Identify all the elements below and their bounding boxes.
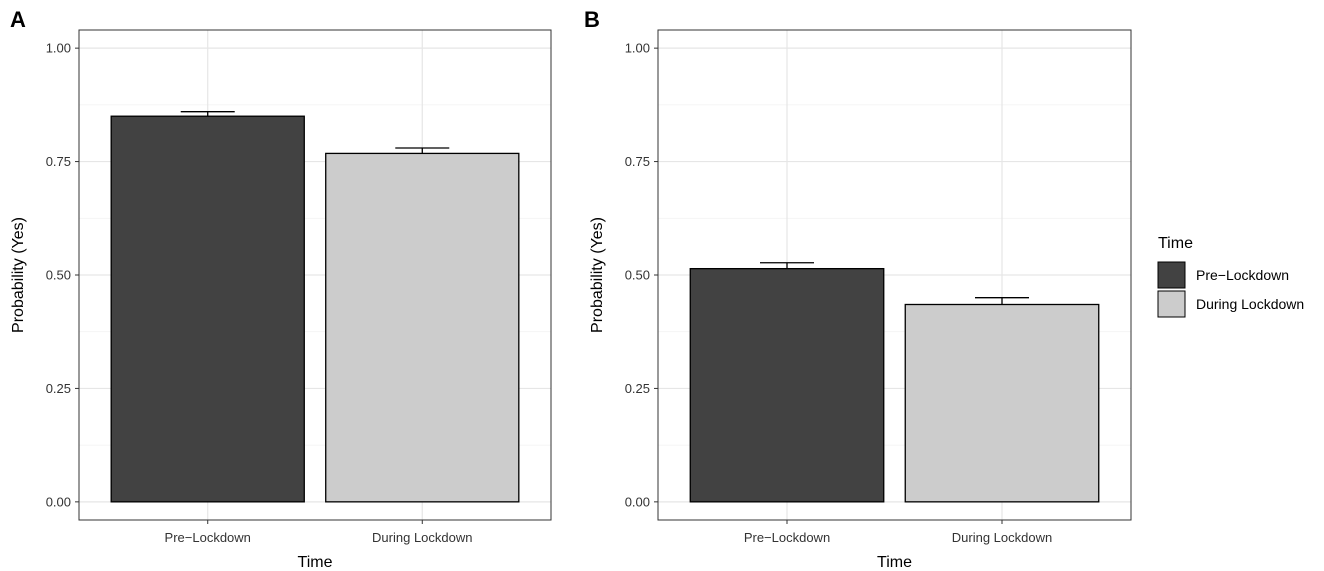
bar (325, 152, 520, 503)
bar (904, 303, 1100, 503)
legend-label-pre-lockdown: Pre−Lockdown (1196, 267, 1289, 283)
legend: Time Pre−Lockdown During Lockdown (1157, 235, 1304, 318)
legend-swatch-pre-lockdown (1157, 261, 1186, 289)
legend-label-during-lockdown: During Lockdown (1196, 296, 1304, 312)
x-tick-label: Pre−Lockdown (744, 530, 830, 545)
x-axis-b: Pre−Lockdown During Lockdown (744, 520, 1052, 545)
y-axis-title-b: Probability (Yes) (589, 217, 606, 333)
y-tick-label: 0.50 (46, 268, 71, 283)
bar (110, 115, 305, 503)
bars-a (110, 111, 520, 503)
x-axis-a: Pre−Lockdown During Lockdown (165, 520, 472, 545)
y-tick-label: 0.00 (46, 494, 71, 509)
panel-b: B 0.00 0.25 0.50 0.75 1.00 Pre−Lockdown Durin… (584, 7, 1132, 571)
x-axis-title-a: Time (298, 554, 333, 571)
y-tick-label: 1.00 (625, 41, 650, 56)
y-tick-label: 0.75 (46, 154, 71, 169)
bars-b (689, 262, 1100, 503)
y-tick-label: 0.25 (625, 381, 650, 396)
legend-title: Time (1158, 235, 1193, 252)
panel-a: A 0.00 0.25 0.50 0.75 1.00 Pre−Lockdown Durin… (10, 7, 552, 571)
y-axis-title-a: Probability (Yes) (10, 217, 27, 333)
y-tick-label: 0.75 (625, 154, 650, 169)
bar (689, 267, 885, 503)
y-axis-a: 0.00 0.25 0.50 0.75 1.00 (46, 41, 79, 509)
y-tick-label: 0.50 (625, 268, 650, 283)
y-axis-b: 0.00 0.25 0.50 0.75 1.00 (625, 41, 658, 509)
x-axis-title-b: Time (877, 554, 912, 571)
y-tick-label: 0.00 (625, 494, 650, 509)
legend-swatch-during-lockdown (1157, 290, 1186, 318)
panel-label-b: B (584, 7, 600, 32)
y-tick-label: 0.25 (46, 381, 71, 396)
x-tick-label: During Lockdown (952, 530, 1052, 545)
x-tick-label: Pre−Lockdown (165, 530, 251, 545)
y-tick-label: 1.00 (46, 41, 71, 56)
x-tick-label: During Lockdown (372, 530, 472, 545)
panel-label-a: A (10, 7, 26, 32)
